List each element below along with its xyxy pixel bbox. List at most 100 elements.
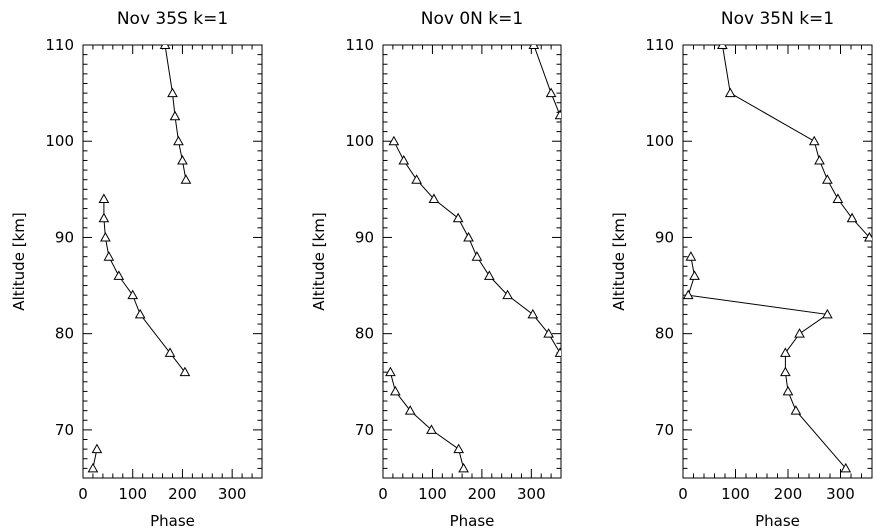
- series-line: [389, 372, 465, 469]
- y-tick-label: 100: [345, 132, 374, 150]
- x-tick-label: 0: [78, 485, 88, 503]
- x-tick-label: 100: [418, 485, 447, 503]
- data-point-marker: [832, 193, 844, 203]
- y-axis-label: Altitude [km]: [10, 212, 28, 310]
- y-axis-label: Altitude [km]: [610, 212, 628, 310]
- data-point-marker: [846, 212, 858, 223]
- data-point-marker: [87, 462, 99, 473]
- data-point-marker: [98, 193, 110, 203]
- data-point-marker: [453, 443, 465, 454]
- data-point-marker: [471, 251, 483, 261]
- data-point-marker: [179, 366, 191, 377]
- y-tick-label: 70: [655, 421, 674, 439]
- data-point-marker: [134, 308, 146, 319]
- data-point-marker: [545, 87, 557, 98]
- data-point-marker: [390, 385, 401, 396]
- series-line: [103, 199, 186, 373]
- data-point-marker: [717, 45, 728, 49]
- data-point-marker: [159, 45, 171, 49]
- plot-frame: [82, 44, 263, 479]
- y-tick-label: 90: [355, 228, 374, 246]
- data-point-marker: [173, 135, 184, 146]
- data-point-marker: [864, 231, 872, 242]
- data-point-marker: [91, 443, 103, 454]
- y-axis-label: Altitude [km]: [310, 212, 328, 310]
- data-series: [683, 45, 872, 473]
- x-tick-label: 300: [517, 485, 546, 503]
- chart-title: Nov 35S k=1: [117, 9, 228, 29]
- y-tick-label: 80: [55, 325, 74, 343]
- x-tick-label: 200: [168, 485, 197, 503]
- series-line: [721, 45, 870, 238]
- data-point-marker: [689, 270, 700, 280]
- data-point-marker: [528, 45, 540, 49]
- x-axis-label: Phase: [450, 512, 495, 530]
- plot-frame: [682, 44, 873, 479]
- y-tick-label: 80: [355, 325, 374, 343]
- data-point-marker: [169, 110, 181, 121]
- data-point-marker: [685, 251, 697, 261]
- y-tick-label: 90: [55, 228, 74, 246]
- x-tick-label: 100: [721, 485, 750, 503]
- data-point-marker: [426, 424, 437, 434]
- data-point-marker: [100, 231, 111, 242]
- data-point-marker: [782, 385, 794, 396]
- data-point-marker: [463, 231, 474, 242]
- data-point-marker: [780, 347, 791, 357]
- data-point-marker: [103, 251, 115, 261]
- y-tick-label: 90: [655, 228, 674, 246]
- y-tick-label: 110: [645, 36, 674, 54]
- y-tick-label: 70: [55, 421, 74, 439]
- data-point-marker: [554, 347, 561, 357]
- data-point-marker: [808, 135, 820, 146]
- data-point-marker: [527, 308, 539, 319]
- data-point-marker: [385, 366, 396, 377]
- data-point-marker: [683, 289, 694, 300]
- series-line: [687, 256, 847, 469]
- data-point-marker: [411, 174, 422, 184]
- x-tick-label: 200: [774, 485, 803, 503]
- data-point-marker: [452, 212, 464, 223]
- data-point-marker: [164, 347, 176, 357]
- data-point-marker: [113, 270, 125, 280]
- data-point-marker: [790, 405, 802, 415]
- data-point-marker: [543, 328, 554, 338]
- data-point-marker: [127, 289, 139, 300]
- y-tick-label: 70: [355, 421, 374, 439]
- data-point-marker: [167, 87, 178, 98]
- series-line: [393, 140, 561, 354]
- data-point-marker: [822, 174, 833, 184]
- data-point-marker: [724, 87, 736, 98]
- data-point-marker: [502, 289, 513, 300]
- chart-panel-2: 0 100 200 300 70 80 90 100 110 Nov 0N k=1 Phase Alt…: [310, 9, 562, 530]
- data-point-marker: [388, 135, 400, 146]
- y-tick-label: 100: [645, 132, 674, 150]
- x-tick-label: 0: [378, 485, 388, 503]
- data-series: [87, 45, 192, 473]
- y-tick-label: 110: [345, 36, 374, 54]
- data-point-marker: [428, 193, 440, 203]
- data-point-marker: [780, 366, 791, 377]
- data-point-marker: [177, 154, 188, 165]
- chart-title: Nov 0N k=1: [421, 9, 523, 29]
- data-point-marker: [794, 328, 805, 338]
- data-series: [385, 45, 561, 473]
- y-tick-label: 100: [45, 132, 74, 150]
- data-point-marker: [822, 308, 833, 319]
- data-point-marker: [814, 154, 825, 165]
- data-point-marker: [98, 212, 110, 223]
- x-tick-label: 200: [468, 485, 497, 503]
- x-tick-label: 0: [678, 485, 688, 503]
- x-axis-label: Phase: [150, 512, 195, 530]
- data-point-marker: [554, 109, 561, 120]
- x-tick-label: 300: [218, 485, 247, 503]
- x-tick-label: 300: [826, 485, 855, 503]
- chart-title: Nov 35N k=1: [721, 9, 834, 29]
- y-tick-label: 110: [45, 36, 74, 54]
- x-tick-label: 100: [118, 485, 147, 503]
- x-axis-label: Phase: [755, 512, 800, 530]
- y-tick-label: 80: [655, 325, 674, 343]
- data-point-marker: [483, 270, 495, 280]
- data-point-marker: [398, 154, 410, 165]
